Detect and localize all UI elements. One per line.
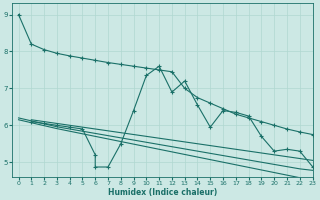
X-axis label: Humidex (Indice chaleur): Humidex (Indice chaleur) [108,188,217,197]
